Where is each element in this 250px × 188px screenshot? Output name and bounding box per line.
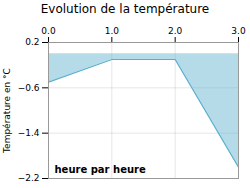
- svg-text:3.0: 3.0: [231, 26, 246, 36]
- svg-text:−2.2: −2.2: [18, 173, 40, 183]
- svg-text:heure par heure: heure par heure: [55, 164, 146, 175]
- svg-text:0.2: 0.2: [25, 37, 39, 47]
- svg-text:2.0: 2.0: [168, 26, 183, 36]
- svg-text:0.0: 0.0: [41, 26, 56, 36]
- svg-text:1.0: 1.0: [105, 26, 120, 36]
- html-text:Evolution de la température: Evolution de la température: [40, 2, 210, 16]
- svg-text:−0.6: −0.6: [18, 83, 40, 93]
- svg-text:Température en °C: Température en °C: [2, 68, 12, 154]
- svg-text:−1.4: −1.4: [18, 128, 40, 138]
